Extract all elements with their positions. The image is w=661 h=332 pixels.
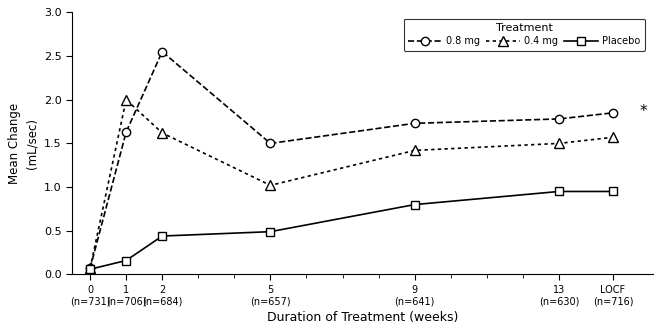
Text: *: * [640, 104, 648, 119]
0.4 mg [555, 141, 563, 145]
Line: 0.4 mg: 0.4 mg [85, 95, 618, 273]
Placebo [122, 259, 130, 263]
0.8 mg [555, 117, 563, 121]
X-axis label: Duration of Treatment (weeks): Duration of Treatment (weeks) [266, 311, 458, 324]
0.4 mg [266, 183, 274, 187]
Line: Placebo: Placebo [86, 187, 617, 274]
0.4 mg [158, 131, 166, 135]
Placebo [86, 267, 94, 271]
Placebo [555, 190, 563, 194]
0.8 mg [86, 266, 94, 270]
Line: 0.8 mg: 0.8 mg [86, 47, 617, 273]
Placebo [158, 234, 166, 238]
0.4 mg [86, 266, 94, 270]
Placebo [266, 230, 274, 234]
0.8 mg [122, 130, 130, 134]
Placebo [410, 203, 418, 207]
0.8 mg [266, 141, 274, 145]
0.8 mg [410, 121, 418, 125]
Legend: 0.8 mg, 0.4 mg, Placebo: 0.8 mg, 0.4 mg, Placebo [403, 19, 645, 51]
0.8 mg [609, 111, 617, 115]
0.4 mg [410, 148, 418, 152]
0.8 mg [158, 50, 166, 54]
0.4 mg [122, 98, 130, 102]
Placebo [609, 190, 617, 194]
0.4 mg [609, 135, 617, 139]
Y-axis label: Mean Change
(mL/sec): Mean Change (mL/sec) [9, 103, 38, 184]
